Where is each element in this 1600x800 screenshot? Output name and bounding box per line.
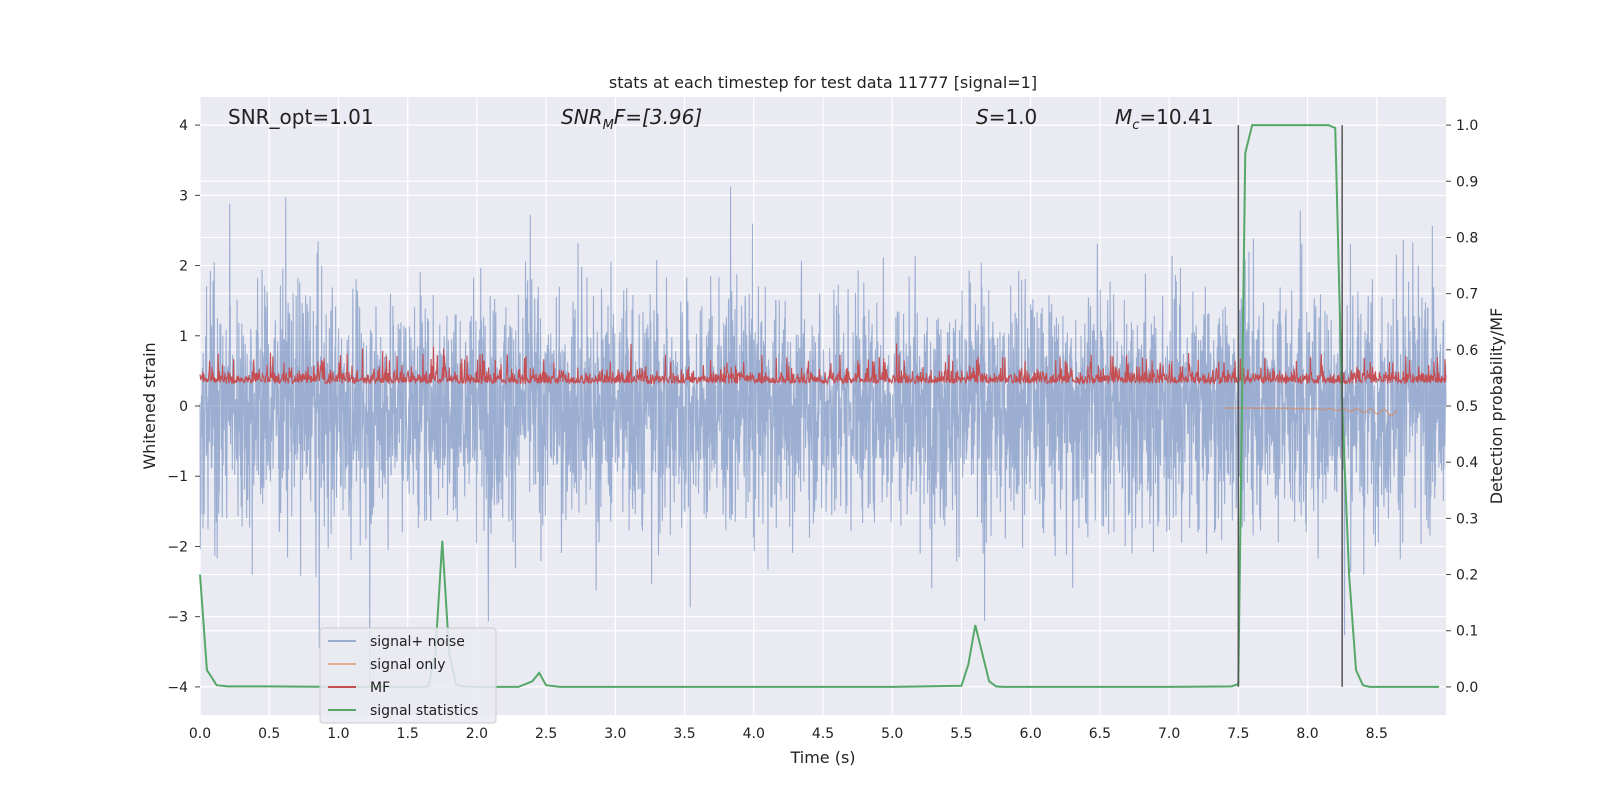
snr-mf-annotation: SNRMF=[3.96] [561, 105, 702, 133]
s-value: =1.0 [989, 105, 1038, 129]
snr-mf-value: F=[3.96] [614, 105, 702, 129]
vertical-markers [1237, 125, 1343, 687]
y-tick-label: −2 [167, 539, 188, 555]
y2-tick-label: 0.6 [1456, 343, 1478, 359]
x-tick-label: 3.5 [673, 726, 695, 742]
y-tick-label: 0 [179, 399, 188, 415]
y-tick-label: −3 [167, 610, 188, 626]
y2-tick-label: 0.3 [1456, 511, 1478, 527]
s-annotation: S=1.0 [976, 105, 1037, 129]
y-tick-label: 2 [179, 259, 188, 275]
y2-tick-label: 1.0 [1456, 118, 1478, 134]
y2-tick-label: 0.4 [1456, 455, 1478, 471]
legend-label-signal-noise: signal+ noise [370, 634, 465, 650]
y2-tick-label: 0.0 [1456, 680, 1478, 696]
y2-tick-label: 0.1 [1456, 624, 1478, 640]
x-tick-label: 7.0 [1158, 726, 1180, 742]
x-tick-label: 1.0 [327, 726, 349, 742]
mc-value: =10.41 [1139, 105, 1213, 129]
legend-label-signal-statistics: signal statistics [370, 703, 478, 719]
y2-tick-label: 0.2 [1456, 568, 1478, 584]
x-tick-label: 6.5 [1089, 726, 1111, 742]
x-tick-label: 8.0 [1296, 726, 1318, 742]
x-tick-label: 4.5 [812, 726, 834, 742]
mc-annotation: Mc=10.41 [1115, 105, 1213, 133]
snr-mf-base: SNR [561, 105, 603, 129]
chart-title: stats at each timestep for test data 117… [609, 73, 1037, 92]
x-tick-label: 6.0 [1020, 726, 1042, 742]
y-tick-label: 1 [179, 329, 188, 345]
x-tick-label: 2.5 [535, 726, 557, 742]
y2-tick-label: 0.5 [1456, 399, 1478, 415]
snr-opt-annotation: SNR_opt=1.01 [228, 105, 374, 129]
s-symbol: S [976, 105, 989, 129]
x-tick-label: 4.0 [743, 726, 765, 742]
y-ticks: −4 −3 −2 −1 0 1 2 3 4 [167, 118, 200, 696]
mc-subscript: c [1132, 118, 1139, 133]
x-tick-label: 0.5 [258, 726, 280, 742]
y2-ticks: 0.0 0.1 0.2 0.3 0.4 0.5 0.6 0.7 0.8 0.9 1.0 [1446, 118, 1478, 696]
x-tick-label: 2.0 [466, 726, 488, 742]
x-tick-label: 5.0 [881, 726, 903, 742]
y-tick-label: −1 [167, 469, 188, 485]
x-tick-label: 8.5 [1366, 726, 1388, 742]
x-axis-label: Time (s) [789, 748, 855, 767]
x-ticks: 0.0 0.5 1.0 1.5 2.0 2.5 3.0 3.5 4.0 4.5 5.0 5.5 6.0 6… [189, 726, 1388, 742]
y2-tick-label: 0.8 [1456, 230, 1478, 246]
y-tick-label: 3 [179, 188, 188, 204]
legend: signal+ noise signal only MF signal stat… [319, 627, 497, 724]
x-tick-label: 0.0 [189, 726, 211, 742]
x-tick-label: 3.0 [604, 726, 626, 742]
series-signal-only [1224, 407, 1398, 417]
x-tick-label: 1.5 [397, 726, 419, 742]
y-tick-label: 4 [179, 118, 188, 134]
y2-tick-label: 0.9 [1456, 174, 1478, 190]
legend-label-signal-only: signal only [370, 657, 445, 673]
y2-tick-label: 0.7 [1456, 287, 1478, 303]
x-tick-label: 7.5 [1227, 726, 1249, 742]
legend-label-mf: MF [370, 680, 390, 696]
mc-base: M [1115, 105, 1132, 129]
y2-axis-label: Detection probability/MF [1487, 308, 1506, 505]
y-axis-label: Whitened strain [140, 342, 159, 469]
y-tick-label: −4 [167, 680, 188, 696]
snr-mf-subscript: M [603, 118, 614, 133]
x-tick-label: 5.5 [950, 726, 972, 742]
legend-box [319, 627, 497, 724]
